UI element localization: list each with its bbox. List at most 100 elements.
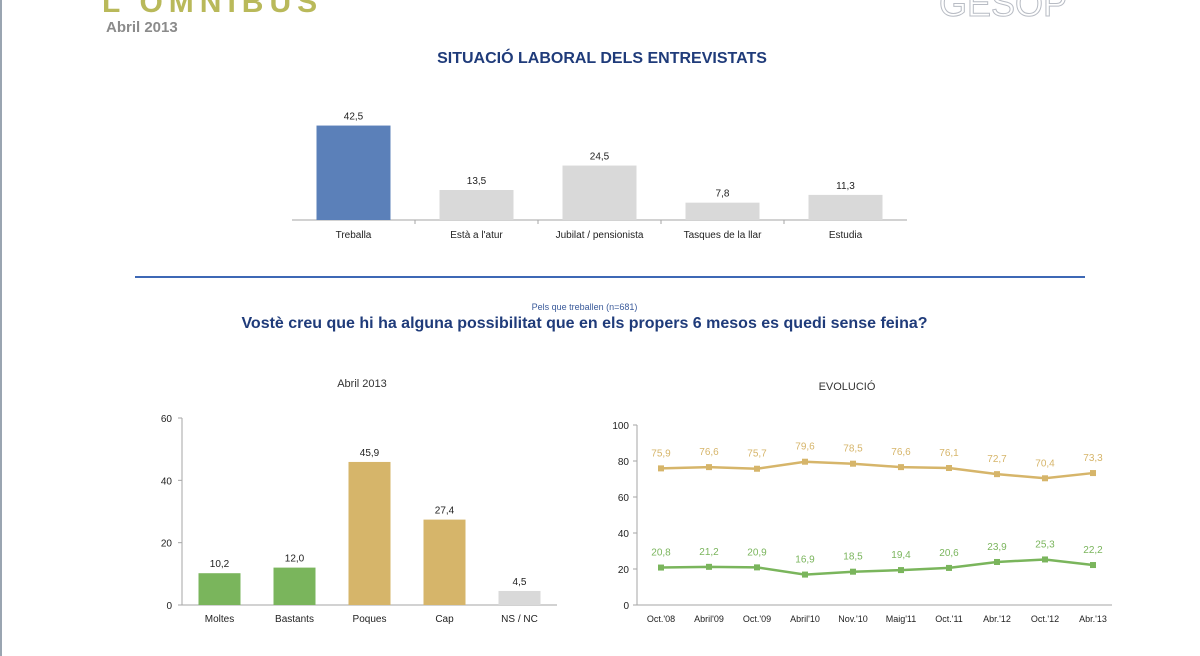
series-0-point (994, 471, 1000, 478)
chart-title-evolucio: EVOLUCIÓ (819, 380, 876, 393)
series-1-point (994, 558, 1000, 565)
series-0-point (898, 464, 904, 471)
category-label: Cap (435, 614, 454, 625)
category-label: Treballa (336, 230, 372, 241)
x-tick-label: Abr.'13 (1079, 614, 1107, 624)
series-0-point (1042, 475, 1048, 482)
bar-0 (198, 573, 241, 605)
y-tick-label: 0 (166, 601, 172, 612)
x-tick-label: Oct.'09 (743, 614, 771, 624)
x-tick-label: Oct.'12 (1031, 614, 1059, 624)
series-1-point (1090, 562, 1096, 569)
y-tick-label: 20 (161, 539, 173, 550)
bar-value-label: 12,0 (285, 554, 305, 565)
series-0-data-label: 75,7 (747, 449, 767, 460)
series-line-1 (660, 558, 1094, 576)
x-tick-label: Abril'10 (790, 614, 820, 624)
series-1-data-label: 20,8 (651, 548, 671, 559)
series-0-data-label: 75,9 (651, 448, 671, 459)
series-1-data-label: 21,2 (699, 547, 719, 558)
x-tick-label: Abril'09 (694, 614, 724, 624)
series-1-data-label: 16,9 (795, 555, 815, 566)
x-tick-label: Maig'11 (886, 614, 917, 624)
survey-question: Vostè creu que hi ha alguna possibilitat… (241, 315, 928, 332)
chart-title-abril: Abril 2013 (337, 378, 387, 390)
series-0-data-label: 76,6 (699, 447, 719, 458)
chart-situacio-laboral: 42,5 Treballa 13,5 Està a l'atur 24,5 Jubilat… (292, 112, 907, 241)
series-0-data-label: 73,3 (1083, 453, 1103, 464)
omnibus-logo: L'ÒMNIBUS (102, 0, 324, 19)
category-label: Jubilat / pensionista (556, 230, 644, 241)
series-0-point (706, 464, 712, 471)
series-0-point (802, 458, 808, 465)
y-tick-label: 80 (618, 457, 630, 468)
series-1-data-label: 23,9 (987, 542, 1007, 553)
bar-4 (498, 590, 541, 605)
bar-value-label: 11,3 (836, 181, 855, 192)
y-tick-label: 100 (612, 421, 629, 432)
report-date: Abril 2013 (106, 19, 178, 36)
y-tick-label: 60 (618, 493, 630, 504)
bar-2 (562, 165, 637, 220)
y-tick-label: 40 (618, 529, 630, 540)
series-1-data-label: 19,4 (891, 550, 911, 561)
series-0-data-label: 78,5 (843, 444, 863, 455)
series-1-data-label: 20,9 (747, 547, 767, 558)
series-0-data-label: 70,4 (1035, 458, 1055, 469)
y-tick-label: 20 (618, 565, 630, 576)
gesop-logo-text: GESOP (939, 0, 1067, 18)
category-label: Tasques de la llar (684, 230, 762, 241)
series-1-data-label: 25,3 (1035, 539, 1055, 550)
bar-1 (439, 190, 514, 220)
bar-2 (348, 461, 391, 605)
bar-value-label: 7,8 (716, 189, 730, 200)
series-1-data-label: 18,5 (843, 552, 863, 563)
sample-note: Pels que treballen (n=681) (531, 302, 638, 312)
series-1-point (898, 567, 904, 574)
series-0-point (1090, 470, 1096, 477)
category-label: Estudia (829, 230, 863, 241)
series-0-data-label: 76,1 (939, 448, 959, 459)
series-0-data-label: 72,7 (987, 454, 1007, 465)
bar-value-label: 42,5 (344, 112, 364, 123)
series-1-point (850, 568, 856, 575)
gesop-logo: GESOP (937, 0, 1087, 18)
bar-value-label: 45,9 (360, 448, 380, 459)
section-divider (135, 276, 1085, 278)
x-tick-label: Oct.'11 (935, 614, 963, 624)
y-tick-label: 40 (161, 476, 173, 487)
bar-value-label: 13,5 (467, 176, 487, 187)
series-1-point (946, 564, 952, 571)
x-tick-label: Abr.'12 (983, 614, 1011, 624)
chart-title-laboral: SITUACIÓ LABORAL DELS ENTREVISTATS (437, 50, 767, 67)
series-1-point (1042, 556, 1048, 563)
series-1-data-label: 22,2 (1083, 545, 1103, 556)
series-0-point (946, 465, 952, 472)
series-0-data-label: 79,6 (795, 442, 815, 453)
bar-4 (808, 194, 883, 220)
series-1-data-label: 20,6 (939, 548, 959, 559)
series-line-0 (660, 460, 1094, 480)
bar-value-label: 27,4 (435, 506, 455, 517)
series-0-point (754, 465, 760, 472)
series-1-point (658, 564, 664, 571)
category-label: Poques (353, 614, 387, 625)
bar-3 (423, 519, 466, 605)
bar-value-label: 4,5 (513, 577, 527, 588)
category-label: Bastants (275, 614, 314, 625)
category-label: NS / NC (501, 614, 538, 625)
y-tick-label: 0 (623, 601, 629, 612)
x-tick-label: Nov.'10 (838, 614, 868, 624)
category-label: Moltes (205, 614, 234, 625)
series-1-point (706, 563, 712, 570)
chart-abril-2013: Abril 2013 0 20 40 60 10,2 Moltes 12,0 Bastants 4… (161, 378, 557, 625)
bar-value-label: 24,5 (590, 152, 610, 163)
series-1-point (802, 571, 808, 578)
bar-3 (685, 202, 760, 220)
series-0-point (850, 460, 856, 467)
bar-1 (273, 567, 316, 605)
bar-value-label: 10,2 (210, 559, 230, 570)
series-0-data-label: 76,6 (891, 447, 911, 458)
y-tick-label: 60 (161, 414, 173, 425)
bar-0 (316, 125, 391, 220)
